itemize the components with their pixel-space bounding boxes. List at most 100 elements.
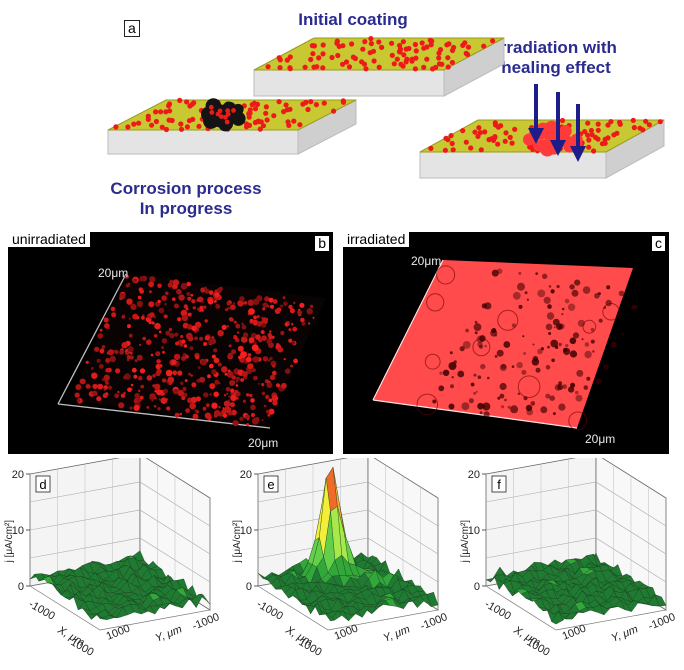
x-tick-label: -1000	[27, 598, 57, 622]
dark-spot	[523, 352, 527, 355]
z-tick-label: 20	[240, 469, 252, 481]
fluorescent-particle	[248, 308, 255, 315]
dark-spot	[554, 384, 562, 391]
fluorescent-particle	[269, 330, 272, 333]
particle	[291, 118, 297, 124]
particle	[391, 61, 397, 67]
fluorescent-particle	[283, 301, 288, 307]
particle	[308, 56, 314, 63]
particle	[225, 108, 231, 114]
fluorescent-particle	[139, 275, 145, 282]
dark-spot	[540, 406, 548, 414]
particle	[184, 124, 190, 130]
dark-spot	[494, 355, 498, 358]
fluorescent-particle	[249, 393, 253, 398]
fluorescent-particle	[189, 346, 194, 351]
fluorescent-particle	[227, 352, 233, 358]
fluorescent-particle	[293, 301, 296, 304]
particle	[209, 110, 215, 115]
fluorescent-particle	[246, 423, 250, 427]
particle	[585, 132, 591, 138]
fluorescent-particle	[267, 332, 272, 338]
dark-spot	[558, 342, 562, 347]
fluorescent-particle	[231, 349, 237, 355]
fluorescent-particle	[224, 308, 228, 312]
particle	[448, 133, 454, 139]
scale-top-b: 20μm	[98, 266, 129, 280]
dark-spot	[570, 382, 576, 388]
corrosion-damage	[214, 116, 225, 128]
dark-spot	[450, 384, 454, 389]
particle	[311, 43, 317, 49]
particle	[340, 61, 346, 67]
fluorescent-particle	[247, 299, 255, 306]
fluorescent-particle	[129, 351, 133, 355]
fluorescent-particle	[204, 319, 208, 323]
fluorescent-particle	[199, 336, 204, 341]
particle	[442, 147, 448, 153]
fluorescent-particle	[207, 374, 211, 379]
particle	[263, 110, 269, 116]
fluorescent-particle	[103, 317, 109, 323]
fluorescent-particle	[123, 391, 126, 395]
dark-spot	[462, 341, 471, 349]
fluorescent-particle	[166, 406, 171, 411]
ring-feature	[426, 293, 445, 312]
fluorescent-particle	[119, 296, 123, 301]
scale-top-c: 20μm	[411, 254, 442, 268]
fluorescent-particle	[268, 398, 273, 403]
fluorescent-particle	[266, 409, 270, 414]
particle	[646, 122, 652, 128]
fluorescent-particle	[103, 387, 107, 391]
fluorescent-particle	[138, 287, 143, 292]
fluorescent-particle	[192, 306, 196, 310]
fluorescent-particle	[207, 299, 214, 305]
fluorescent-particle	[261, 317, 268, 324]
fluorescent-particle	[149, 396, 153, 400]
particle	[276, 55, 282, 61]
fluorescent-particle	[221, 324, 227, 330]
fluorescent-particle	[188, 372, 191, 376]
fluorescent-particle	[149, 276, 156, 283]
dark-spot	[504, 398, 507, 402]
fluorescent-particle	[215, 303, 219, 307]
fluorescent-particle	[75, 384, 82, 391]
particle	[260, 123, 267, 129]
dark-spot	[606, 285, 611, 290]
particle	[436, 50, 442, 56]
fluorescent-particle	[301, 321, 306, 326]
particle	[396, 49, 403, 55]
fluorescent-particle	[261, 391, 266, 396]
dark-spot	[524, 291, 528, 295]
fluorescent-particle	[185, 408, 191, 413]
scale-bottom-c: 20μm	[585, 432, 616, 446]
fluorescent-particle	[288, 328, 292, 332]
dark-spot	[590, 327, 595, 332]
dark-spot	[439, 371, 443, 375]
fluorescent-particle	[256, 295, 263, 302]
fluorescent-particle	[209, 363, 214, 369]
dark-spot	[618, 290, 625, 297]
fluorescent-particle	[297, 310, 302, 315]
fluorescent-particle	[266, 382, 273, 389]
particle	[588, 127, 595, 134]
fluorescent-particle	[291, 341, 296, 345]
fluorescent-particle	[293, 358, 298, 364]
dark-spot	[516, 361, 523, 369]
dark-spot	[448, 362, 457, 370]
fluorescent-particle	[110, 306, 116, 312]
particle	[196, 123, 202, 129]
fluorescent-particle	[176, 289, 182, 295]
dark-spot	[532, 355, 539, 362]
z-tick-label: 20	[468, 469, 480, 481]
particle	[153, 109, 159, 115]
z-tick-label: 0	[246, 581, 252, 593]
particle	[436, 61, 443, 67]
fluorescent-particle	[204, 335, 210, 341]
particle	[189, 101, 195, 107]
particle	[163, 126, 169, 133]
dark-spot	[481, 303, 487, 309]
dark-spot	[459, 346, 465, 352]
fluorescent-particle	[211, 354, 216, 359]
